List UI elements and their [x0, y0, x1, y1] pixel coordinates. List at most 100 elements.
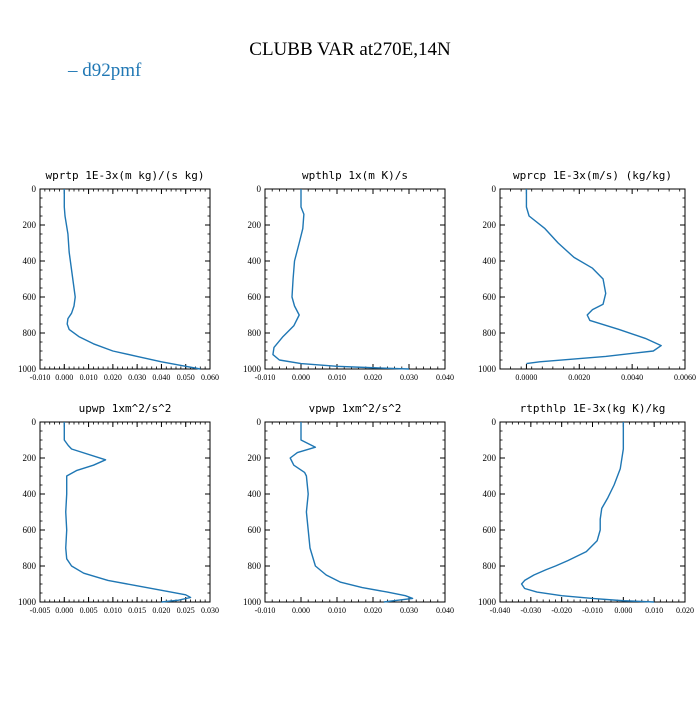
x-tick-label: 0.000: [614, 606, 632, 615]
x-tick-label: 0.015: [128, 606, 146, 615]
x-tick-label: -0.005: [30, 606, 51, 615]
panel-title: upwp 1xm^2/s^2: [79, 402, 172, 415]
y-tick-label: 800: [248, 561, 262, 571]
series-line-d92pmf: [272, 189, 410, 370]
y-tick-label: 0: [492, 184, 497, 194]
y-tick-label: 0: [32, 417, 37, 427]
x-tick-label: 0.030: [201, 606, 219, 615]
plot-frame: [264, 421, 446, 603]
chart-panel-1: wprtp 1E-3x(m kg)/(s kg) 0 200 400 600 800 100…: [18, 169, 219, 382]
x-tick-label: 0.030: [400, 373, 418, 382]
x-tick-label: 0.040: [436, 606, 454, 615]
x-tick-label: 0.0060: [674, 373, 696, 382]
y-tick-label: 1000: [478, 364, 497, 374]
y-tick-label: 200: [248, 453, 262, 463]
plot-frame: [499, 421, 686, 603]
y-tick-label: 800: [483, 328, 497, 338]
panel-title: vpwp 1xm^2/s^2: [309, 402, 402, 415]
y-tick-label: 1000: [243, 364, 262, 374]
y-tick-label: 0: [257, 417, 262, 427]
legend-series-name: d92pmf: [82, 60, 142, 81]
x-tick-label: 0.040: [436, 373, 454, 382]
chart-panel-5: vpwp 1xm^2/s^2 0 200 400 600 800 1000-0.010 0.0…: [243, 402, 454, 615]
x-tick-label: 0.060: [201, 373, 219, 382]
y-tick-label: 400: [23, 489, 37, 499]
y-tick-label: 1000: [243, 597, 262, 607]
y-tick-label: 800: [23, 328, 37, 338]
chart-panel-6: rtpthlp 1E-3x(kg K)/kg02004006008001000-…: [478, 402, 694, 615]
x-tick-label: 0.025: [177, 606, 195, 615]
x-tick-label: 0.000: [55, 606, 73, 615]
x-tick-label: 0.030: [128, 373, 146, 382]
y-tick-label: 200: [483, 453, 497, 463]
x-tick-label: 0.050: [177, 373, 195, 382]
y-tick-label: 800: [483, 561, 497, 571]
chart-panel-3: wprcp 1E-3x(m/s) (kg/kg) 0 200 400 600 800 100…: [478, 169, 696, 382]
y-tick-label: 600: [23, 525, 37, 535]
y-tick-label: 1000: [478, 597, 497, 607]
y-tick-label: 400: [483, 489, 497, 499]
x-tick-label: 0.010: [104, 606, 122, 615]
y-tick-label: 200: [483, 220, 497, 230]
series-line-d92pmf: [63, 422, 192, 603]
x-tick-label: 0.030: [400, 606, 418, 615]
y-tick-label: 400: [248, 256, 262, 266]
plot-frame: [499, 188, 686, 370]
y-tick-label: 800: [248, 328, 262, 338]
x-tick-label: -0.010: [30, 373, 51, 382]
panel-title: wprtp 1E-3x(m kg)/(s kg): [46, 169, 205, 182]
y-tick-label: 200: [23, 453, 37, 463]
x-tick-label: 0.020: [676, 606, 694, 615]
figure-title: CLUBB VAR at270E,14N: [249, 39, 451, 60]
x-tick-label: 0.010: [645, 606, 663, 615]
chart-panel-4: upwp 1xm^2/s^2 0 200 400 600 800 1000-0.005 0.0…: [18, 402, 219, 615]
x-tick-label: 0.040: [152, 373, 170, 382]
x-tick-label: 0.005: [80, 606, 98, 615]
x-tick-label: 0.010: [328, 606, 346, 615]
x-tick-label: -0.030: [520, 606, 541, 615]
y-tick-label: 1000: [18, 364, 37, 374]
y-tick-label: 600: [483, 525, 497, 535]
panel-title: wpthlp 1x(m K)/s: [302, 169, 408, 182]
x-tick-label: 0.000: [292, 373, 310, 382]
panel-title: wprcp 1E-3x(m/s) (kg/kg): [513, 169, 672, 182]
x-tick-label: -0.010: [255, 373, 276, 382]
y-tick-label: 0: [257, 184, 262, 194]
y-tick-label: 200: [248, 220, 262, 230]
y-tick-label: 800: [23, 561, 37, 571]
legend-dash: –: [67, 60, 82, 81]
x-tick-label: 0.000: [55, 373, 73, 382]
x-tick-label: 0.010: [80, 373, 98, 382]
y-tick-label: 600: [483, 292, 497, 302]
panels-container: wprtp 1E-3x(m kg)/(s kg) 0 200 400 600 800 100…: [18, 169, 696, 615]
x-tick-label: 0.010: [328, 373, 346, 382]
chart-panel-2: wpthlp 1x(m K)/s 0 200 400 600 800 1000-0.010 0…: [243, 169, 454, 382]
series-line-d92pmf: [63, 189, 201, 370]
x-tick-label: 0.020: [364, 373, 382, 382]
y-tick-label: 1000: [18, 597, 37, 607]
legend-label: – d92pmf: [67, 60, 142, 81]
x-tick-label: -0.010: [582, 606, 603, 615]
legend: – d92pmf: [67, 60, 142, 81]
y-tick-label: 400: [23, 256, 37, 266]
series-line-d92pmf: [289, 422, 414, 603]
x-tick-label: -0.040: [490, 606, 511, 615]
panel-title: rtpthlp 1E-3x(kg K)/kg: [520, 402, 666, 415]
y-tick-label: 400: [483, 256, 497, 266]
x-tick-label: -0.020: [551, 606, 572, 615]
x-tick-label: 0.020: [104, 373, 122, 382]
x-tick-label: 0.020: [364, 606, 382, 615]
y-tick-label: 400: [248, 489, 262, 499]
series-line-d92pmf: [520, 422, 655, 603]
x-tick-label: 0.000: [292, 606, 310, 615]
y-tick-label: 0: [32, 184, 37, 194]
y-tick-label: 200: [23, 220, 37, 230]
y-tick-label: 0: [492, 417, 497, 427]
series-line-d92pmf: [525, 189, 662, 365]
plot-frame: [264, 188, 446, 370]
y-tick-label: 600: [248, 525, 262, 535]
x-tick-label: -0.010: [255, 606, 276, 615]
x-tick-label: 0.0000: [515, 373, 537, 382]
x-tick-label: 0.0020: [568, 373, 590, 382]
